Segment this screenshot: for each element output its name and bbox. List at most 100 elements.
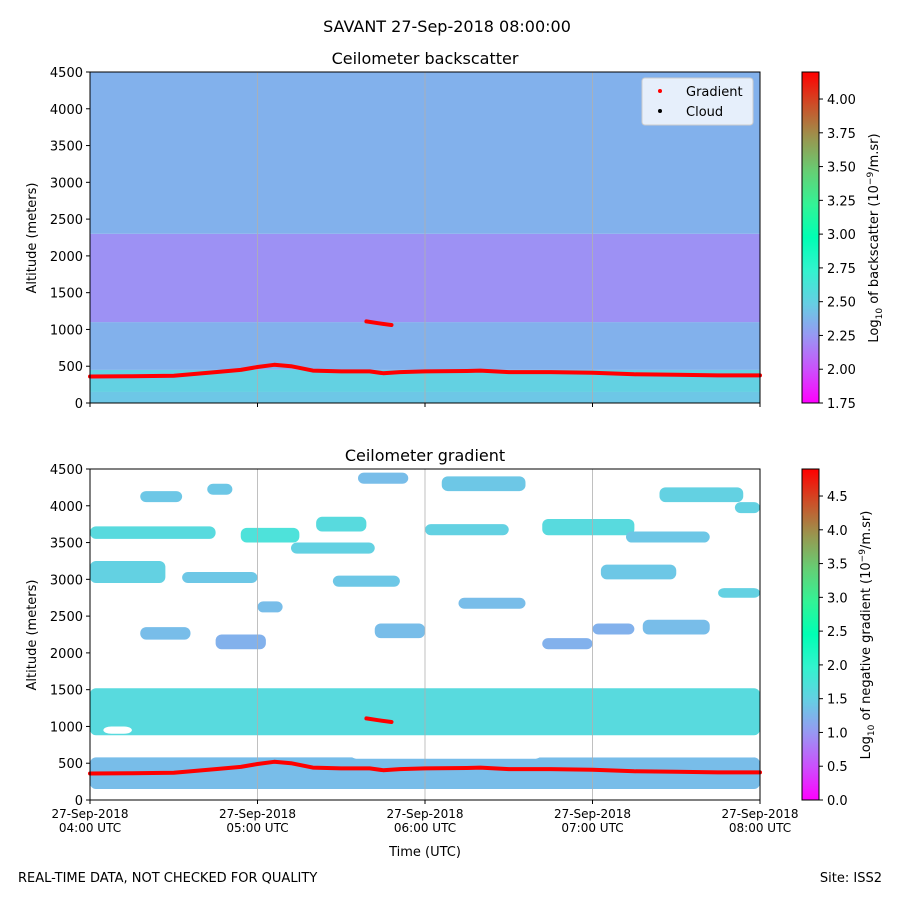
gradient-patch-3: [240, 527, 300, 543]
colorbar-tick-label: 1.75: [827, 397, 856, 412]
cb1-label-main: Log: [867, 319, 882, 342]
x-tick-label: 27-Sep-2018: [51, 807, 128, 821]
x-tick-label: 27-Sep-2018: [386, 807, 463, 821]
gradient-y-axis: 0 500 1000 1500 2000 2500 3000 3500 4000 4500: [50, 463, 90, 809]
y-tick-label: 4000: [50, 500, 83, 515]
x-tick-label: 27-Sep-2018: [554, 807, 631, 821]
cb2-label-sup: −9: [858, 549, 868, 563]
backscatter-y-axis: 0 500 1000 1500 2000 2500 3000 3500 4000 4500: [50, 66, 90, 412]
colorbar-tick-label: 1.5: [827, 693, 848, 708]
y-tick-label: 3500: [50, 140, 83, 155]
gradient-patch-8: [626, 531, 710, 543]
y-tick-label: 0: [75, 397, 83, 412]
y-tick-label: 2500: [50, 213, 83, 228]
backscatter-panel-title: Ceilometer backscatter: [332, 49, 519, 68]
gradient-series-0: [88, 362, 762, 379]
colorbar-tick-label: 2.75: [827, 262, 856, 277]
gradient-gradient-series: [88, 716, 762, 776]
backscatter-colorbar: [801, 71, 820, 404]
cb1-label-sup: −9: [866, 172, 876, 186]
y-tick-label: 1500: [50, 287, 83, 302]
gradient-gap-2: [349, 747, 543, 759]
y-tick-label: 1500: [50, 684, 83, 699]
gradient-patch-4: [291, 542, 375, 554]
y-tick-label: 0: [75, 794, 83, 809]
colorbar-tick-label: 3.25: [827, 194, 856, 209]
y-tick-label: 2000: [50, 647, 83, 662]
cb2-label-sub: 10: [867, 724, 877, 736]
gradient-patch-12: [600, 564, 677, 580]
cb1-label-mid: of backscatter (10: [867, 185, 882, 308]
cb2-label-main: Log: [859, 736, 874, 759]
gradient-patch-19: [734, 502, 760, 514]
gradient-patch-15: [207, 483, 233, 495]
gradient-patch-9: [90, 560, 166, 584]
backscatter-x-axis: [89, 403, 761, 407]
cb1-label-end: /m.sr): [867, 133, 882, 171]
y-tick-label: 500: [58, 757, 83, 772]
gradient-patch-6: [425, 524, 509, 536]
legend-cloud-marker: [658, 109, 662, 113]
y-tick-label: 1000: [50, 720, 83, 735]
x-tick-label: 07:00 UTC: [561, 821, 623, 835]
gradient-patch-20: [140, 627, 191, 640]
y-tick-label: 4500: [50, 463, 83, 478]
gradient-colorbar: [801, 468, 820, 801]
gradient-patch-21: [215, 634, 266, 650]
gradient-y-axis-label: Altitude (meters): [25, 580, 40, 691]
gradient-patch-18: [659, 487, 744, 503]
colorbar-tick-label: 3.75: [827, 127, 856, 142]
gradient-patch-14: [140, 491, 183, 503]
gradient-patch-26: [642, 619, 710, 635]
x-tick-label: 05:00 UTC: [226, 821, 288, 835]
colorbar-tick-label: 4.0: [827, 524, 848, 539]
gradient-patch-16: [358, 472, 409, 484]
x-tick-label: 27-Sep-2018: [219, 807, 296, 821]
footer-quality-note: REAL-TIME DATA, NOT CHECKED FOR QUALITY: [18, 871, 317, 886]
gradient-patch-11: [332, 575, 400, 587]
gradient-gap-0: [103, 726, 132, 734]
gradient-patch-7: [542, 519, 635, 536]
gradient-series-0: [88, 759, 762, 776]
backscatter-y-axis-label: Altitude (meters): [25, 183, 40, 294]
x-tick-label: 06:00 UTC: [394, 821, 456, 835]
colorbar-tick-label: 2.50: [827, 296, 856, 311]
gradient-gap-1: [525, 736, 760, 758]
y-tick-label: 1000: [50, 323, 83, 338]
gradient-patch-10: [182, 571, 258, 584]
backscatter-gridlines: [257, 72, 593, 403]
gradient-patch-23: [458, 597, 526, 609]
gradient-patch-13: [718, 588, 760, 598]
y-tick-label: 3000: [50, 176, 83, 191]
backscatter-colorbar-ticks: 1.75 2.00 2.25 2.50 2.75 3.00 3.25 3.50 3.75 4.00: [819, 93, 856, 412]
gradient-gridlines: [257, 469, 593, 800]
gradient-patch-5: [316, 516, 367, 532]
colorbar-tick-label: 4.00: [827, 93, 856, 108]
colorbar-tick-label: 3.0: [827, 591, 848, 606]
y-tick-label: 3500: [50, 537, 83, 552]
colorbar-tick-label: 2.00: [827, 363, 856, 378]
cb1-label-sub: 10: [875, 308, 885, 320]
colorbar-tick-label: 0.0: [827, 794, 848, 809]
legend-gradient-marker: [658, 89, 662, 93]
legend: Gradient Cloud: [641, 77, 754, 126]
colorbar-tick-label: 3.5: [827, 558, 848, 573]
gradient-patch-2: [90, 526, 216, 539]
gradient-panel-title: Ceilometer gradient: [345, 446, 505, 465]
legend-box: [641, 77, 754, 126]
gradient-patch-24: [542, 638, 593, 650]
backscatter-gradient-series: [88, 319, 762, 379]
gradient-patch-25: [592, 623, 635, 635]
colorbar-tick-label: 2.0: [827, 659, 848, 674]
gradient-patch-22: [374, 623, 425, 639]
colorbar-tick-label: 2.5: [827, 625, 848, 640]
gradient-patch-27: [257, 601, 283, 613]
figure-title: SAVANT 27-Sep-2018 08:00:00: [323, 17, 571, 36]
cb2-label-mid: of negative gradient (10: [859, 562, 874, 724]
x-tick-label: 08:00 UTC: [729, 821, 791, 835]
y-tick-label: 3000: [50, 573, 83, 588]
footer-site: Site: ISS2: [820, 871, 882, 886]
gradient-colorbar-ticks: 0.0 0.5 1.0 1.5 2.0 2.5 3.0 3.5 4.0 4.5: [819, 490, 848, 809]
